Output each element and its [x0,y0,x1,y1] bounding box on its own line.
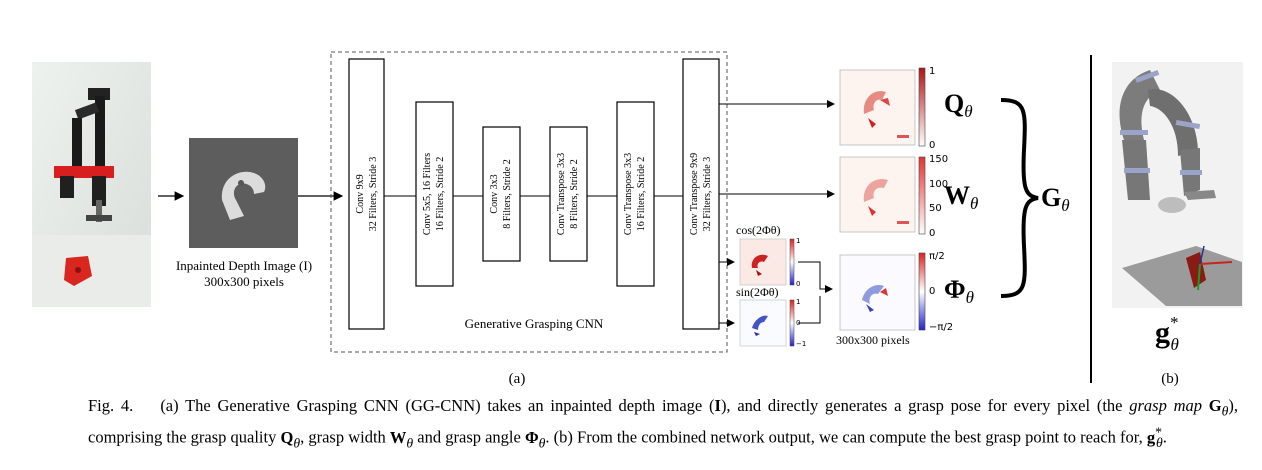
layer-1-name: Conv 9x9 [355,174,366,213]
layer-6: Conv Transpose 9x9 32 Filters, Stride 3 [682,58,720,330]
cnn-label: Generative Grasping CNN [465,316,604,331]
layer-2-name: Conv 5x5, 16 Filters [422,153,433,235]
curly-brace [1000,98,1039,298]
w-symbol: Wθ [944,181,978,213]
sin-tick-neg1: −1 [796,340,806,348]
depth-image-size: 300x300 pixels [204,274,284,289]
g-symbol: Gθ [1041,183,1070,215]
layer-3: Conv 3x3 8 Filters, Stride 2 [482,126,521,262]
layer-5: Conv Transpose 3x3 16 Filters, Stride 2 [616,101,655,287]
panel-a-label: (a) [509,371,526,387]
phi-tick-pi2: π/2 [929,251,945,262]
caption-part4: , grasp width [300,427,390,447]
cos-map [739,238,787,286]
cnn-dashed-box [330,51,728,353]
sin-map [739,299,787,347]
layer-4-name: Conv Transpose 3x3 [556,153,567,235]
caption-W: Wθ [389,427,414,451]
layer-3-name: Conv 3x3 [489,174,500,213]
sin-tick-1: 1 [796,298,800,306]
caption-g-star: g*θ [1146,424,1163,451]
phi-map [839,254,916,331]
layer-6-detail: 32 Filters, Stride 3 [702,157,713,231]
sin-tick-0: 0 [796,319,800,327]
layer-6-name: Conv Transpose 9x9 [689,153,700,235]
layer-2-detail: 16 Filters, Stride 2 [435,157,446,231]
caption-fig-number: Fig. 4. [88,396,134,415]
layer-1: Conv 9x9 32 Filters, Stride 3 [348,58,385,330]
phi-tick-negpi2: −π/2 [929,322,953,333]
layer-3-detail: 8 Filters, Stride 2 [502,159,513,228]
layer-1-detail: 32 Filters, Stride 3 [368,157,379,231]
q-symbol: Qθ [944,89,973,121]
phi-colorbar [918,252,926,331]
cos-label: cos(2Φθ) [736,223,781,237]
q-map [839,69,916,146]
caption-Q: Qθ [280,427,301,451]
panel-b-label: (b) [1161,371,1179,387]
q-tick-0: 0 [929,140,935,151]
cos-colorbar [789,238,795,286]
w-colorbar [918,156,926,235]
depth-image-label: Inpainted Depth Image (I) [176,258,312,273]
sin-colorbar [789,299,795,347]
arrow-sin-to-phi [798,296,821,324]
depth-image [189,138,298,248]
caption-part6: . (b) From the combined network output, … [545,427,1147,447]
figure-caption: Fig. 4. (a) The Generative Grasping CNN … [88,395,1238,453]
layer-4-detail: 8 Filters, Stride 2 [569,159,580,228]
cos-tick-1: 1 [796,237,800,245]
caption-part3: ), comprising the grasp quality [88,396,1238,447]
caption-G: Gθ [1208,396,1229,419]
robot-photo [32,62,151,307]
layer-5-name: Conv Transpose 3x3 [623,153,634,235]
phi-symbol: Φθ [944,275,974,307]
caption-Phi: Φθ [524,427,546,451]
q-tick-1: 1 [929,66,935,77]
map-size-label: 300x300 pixels [836,333,910,347]
caption-I: I [714,396,721,415]
cos-tick-0: 0 [796,280,800,288]
w-tick-100: 100 [929,179,948,190]
w-tick-150: 150 [929,154,948,165]
layer-5-detail: 16 Filters, Stride 2 [636,157,647,231]
caption-grasp-map: grasp map [1129,396,1202,415]
sin-label: sin(2Φθ) [736,285,779,299]
robot-render [1112,62,1243,308]
q-colorbar [918,67,926,147]
layer-2: Conv 5x5, 16 Filters 16 Filters, Stride … [415,101,454,287]
phi-tick-0: 0 [929,286,935,297]
w-tick-50: 50 [929,203,942,214]
caption-part5: and grasp angle [413,427,525,447]
caption-end: . [1162,427,1167,447]
arrow-cos-to-phi [798,261,833,293]
w-tick-0: 0 [929,228,935,239]
g-star-symbol: g* θ [1155,313,1179,354]
figure-canvas: Inpainted Depth Image (I) 300x300 pixels… [32,51,1243,387]
caption-part2: ), and directly generates a grasp pose f… [720,396,1130,415]
caption-part1: (a) The Generative Grasping CNN (GG-CNN)… [160,396,715,415]
w-map [839,156,916,233]
layer-4: Conv Transpose 3x3 8 Filters, Stride 2 [549,126,588,262]
